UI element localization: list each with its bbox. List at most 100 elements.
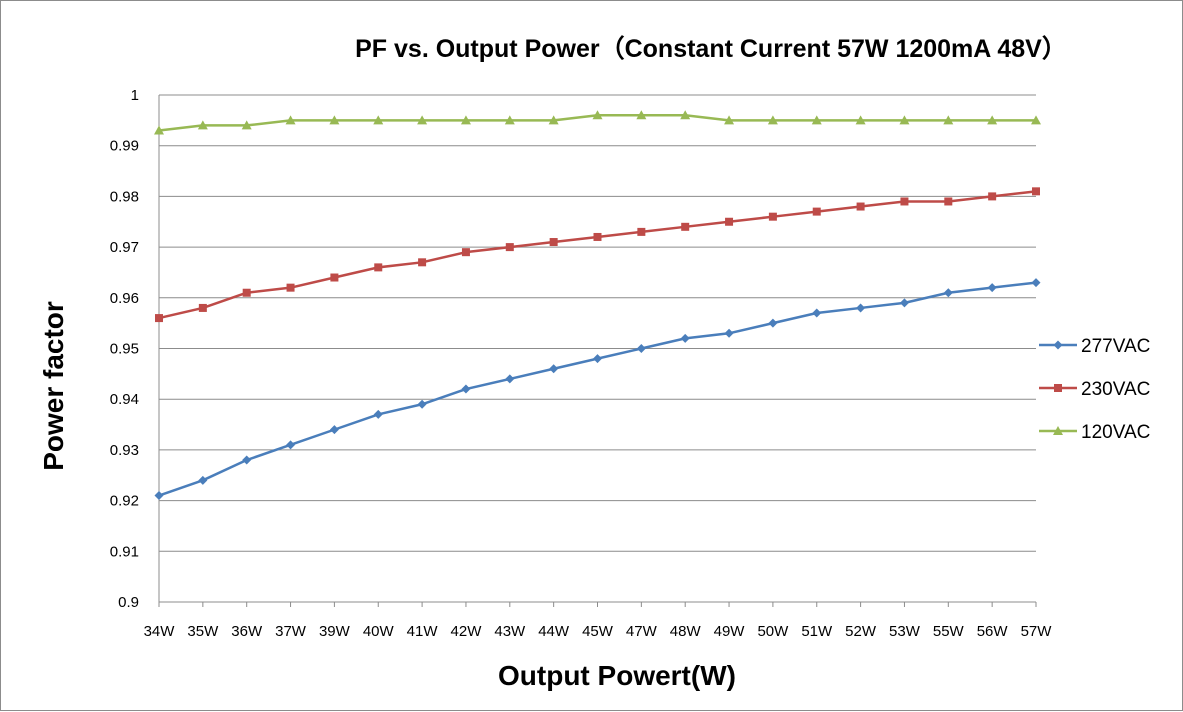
legend-marker-277vac — [1053, 340, 1063, 350]
data-point-120vac — [285, 115, 296, 125]
data-point-230vac — [1032, 187, 1040, 196]
y-tick-label: 1 — [131, 87, 139, 104]
data-point-230vac — [593, 232, 602, 241]
data-point-230vac — [198, 303, 207, 312]
data-point-120vac — [154, 125, 164, 135]
legend-label-277vac: 277VAC — [1081, 336, 1150, 357]
data-point-277vac — [812, 308, 822, 318]
data-point-120vac — [943, 115, 954, 125]
data-point-120vac — [241, 120, 252, 130]
x-tick-label: 48W — [670, 623, 702, 640]
y-tick-label: 0.97 — [110, 239, 139, 256]
data-point-277vac — [461, 384, 471, 394]
data-point-120vac — [987, 115, 998, 125]
x-tick-label: 53W — [889, 623, 921, 640]
data-point-120vac — [636, 110, 647, 120]
x-tick-label: 37W — [275, 623, 307, 640]
data-point-120vac — [460, 115, 471, 125]
x-tick-label: 44W — [538, 623, 570, 640]
y-tick-label: 0.92 — [110, 493, 139, 510]
x-tick-label: 51W — [801, 623, 833, 640]
x-axis-tick-labels: 34W 35W 36W 37W 39W 40W 41W 42W 43W 44W 45W 47W 48W 4… — [144, 602, 1053, 640]
y-tick-label: 0.98 — [110, 188, 139, 205]
data-point-120vac — [1031, 115, 1041, 125]
data-point-120vac — [592, 110, 603, 120]
legend-item-120vac: 120VAC — [1039, 422, 1150, 443]
x-tick-label: 36W — [231, 623, 263, 640]
data-point-277vac — [198, 475, 208, 485]
x-tick-label: 35W — [187, 623, 219, 640]
legend-marker-230vac — [1054, 384, 1062, 392]
legend: 277VAC 230VAC 120VAC — [1039, 336, 1150, 443]
legend-label-230vac: 230VAC — [1081, 379, 1150, 400]
data-point-120vac — [899, 115, 910, 125]
y-tick-label: 0.93 — [110, 442, 139, 459]
x-tick-label: 52W — [845, 623, 877, 640]
x-tick-label: 49W — [714, 623, 746, 640]
x-tick-label: 55W — [933, 623, 965, 640]
data-point-120vac — [811, 115, 822, 125]
data-point-277vac — [680, 333, 690, 343]
data-point-230vac — [944, 197, 953, 206]
data-point-230vac — [418, 258, 427, 267]
x-tick-label: 57W — [1021, 623, 1053, 640]
data-point-120vac — [197, 120, 208, 130]
data-point-120vac — [855, 115, 866, 125]
data-point-230vac — [900, 197, 909, 206]
data-point-277vac — [242, 455, 252, 465]
x-tick-label: 45W — [582, 623, 614, 640]
data-point-277vac — [724, 328, 734, 338]
data-point-230vac — [505, 243, 514, 252]
data-point-230vac — [725, 217, 734, 226]
data-point-277vac — [899, 298, 909, 308]
x-tick-label: 40W — [363, 623, 395, 640]
gridlines — [158, 94, 1036, 603]
data-point-230vac — [681, 222, 690, 231]
x-tick-label: 34W — [144, 623, 176, 640]
y-tick-label: 0.94 — [110, 391, 139, 408]
data-point-230vac — [812, 207, 821, 216]
data-point-277vac — [943, 288, 953, 298]
x-tick-label: 47W — [626, 623, 658, 640]
data-point-230vac — [856, 202, 865, 211]
data-point-120vac — [504, 115, 515, 125]
data-point-277vac — [593, 354, 602, 364]
y-tick-label: 0.96 — [110, 290, 139, 307]
data-point-277vac — [286, 440, 296, 450]
data-point-230vac — [988, 192, 997, 201]
series-lines — [154, 110, 1041, 501]
legend-item-230vac: 230VAC — [1039, 379, 1150, 400]
data-point-230vac — [637, 227, 646, 236]
data-point-120vac — [417, 115, 428, 125]
legend-marker-120vac — [1053, 426, 1063, 435]
data-point-277vac — [549, 364, 559, 374]
x-tick-label: 50W — [757, 623, 789, 640]
y-tick-label: 0.99 — [110, 138, 139, 155]
y-tick-label: 0.9 — [118, 594, 139, 611]
data-point-230vac — [286, 283, 295, 292]
data-point-277vac — [856, 303, 866, 313]
data-point-230vac — [155, 314, 163, 323]
data-point-120vac — [373, 115, 384, 125]
data-point-277vac — [329, 425, 339, 435]
data-point-230vac — [461, 248, 470, 257]
data-point-277vac — [417, 399, 427, 409]
y-tick-label: 0.95 — [110, 341, 139, 358]
x-tick-label: 42W — [451, 623, 483, 640]
data-point-230vac — [768, 212, 777, 221]
x-tick-label: 43W — [494, 623, 526, 640]
data-point-120vac — [724, 115, 735, 125]
data-point-277vac — [154, 491, 164, 501]
legend-item-277vac: 277VAC — [1039, 336, 1150, 357]
x-tick-label: 41W — [407, 623, 439, 640]
data-point-120vac — [329, 115, 340, 125]
y-axis-title: Power factor — [38, 301, 69, 471]
chart-title: PF vs. Output Power（Constant Current 57W… — [355, 34, 1067, 63]
data-point-230vac — [242, 288, 251, 297]
x-axis-title: Output Powert(W) — [498, 660, 736, 691]
data-point-230vac — [549, 238, 558, 247]
series-277vac — [154, 278, 1041, 501]
series-line-277vac — [158, 281, 1037, 497]
